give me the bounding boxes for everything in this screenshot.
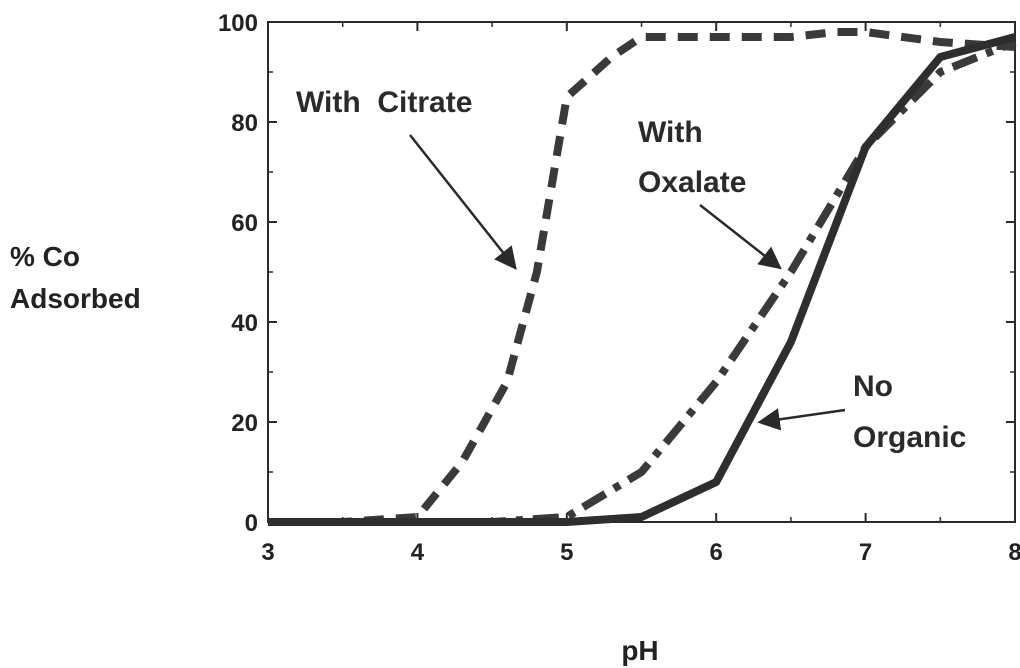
x-tick-label: 6 bbox=[710, 539, 723, 566]
annotation-oxalate-line-2: Oxalate bbox=[638, 166, 746, 199]
annotation-oxalate-line-1: With bbox=[638, 116, 703, 149]
annotation-no_organic-line-2: Organic bbox=[853, 421, 966, 454]
y-tick-label: 80 bbox=[231, 110, 258, 137]
y-tick-label: 60 bbox=[231, 210, 258, 237]
y-axis-title-line-1: % Co bbox=[10, 241, 80, 272]
y-axis-title-line-2: Adsorbed bbox=[10, 283, 141, 314]
y-tick-label: 40 bbox=[231, 310, 258, 337]
annotation-citrate-line-1: With Citrate bbox=[296, 86, 472, 119]
series-line-no_organic bbox=[268, 33, 1017, 526]
y-tick-label: 20 bbox=[231, 410, 258, 437]
x-tick-label: 5 bbox=[560, 539, 573, 566]
y-tick-label: 100 bbox=[218, 10, 258, 37]
series-lines bbox=[268, 28, 1017, 526]
annotations: With Citrate With Oxalate No Organic bbox=[296, 86, 966, 454]
x-tick-label: 4 bbox=[411, 539, 425, 566]
x-axis-title: pH bbox=[621, 635, 658, 666]
y-axis: 0 20 40 60 80 100 bbox=[218, 10, 1015, 537]
annotation-arrow-oxalate bbox=[699, 204, 782, 270]
series-line-citrate bbox=[268, 28, 1016, 526]
x-axis: 3 4 5 6 7 8 bbox=[261, 22, 1020, 566]
annotation-no_organic-line-1: No bbox=[853, 370, 893, 403]
y-tick-label: 0 bbox=[245, 510, 258, 537]
annotation-arrow-citrate bbox=[409, 134, 517, 270]
x-tick-label: 8 bbox=[1008, 539, 1020, 566]
x-tick-label: 7 bbox=[859, 539, 872, 566]
annotation-arrow-no_organic bbox=[757, 408, 846, 431]
x-tick-label: 3 bbox=[261, 539, 274, 566]
